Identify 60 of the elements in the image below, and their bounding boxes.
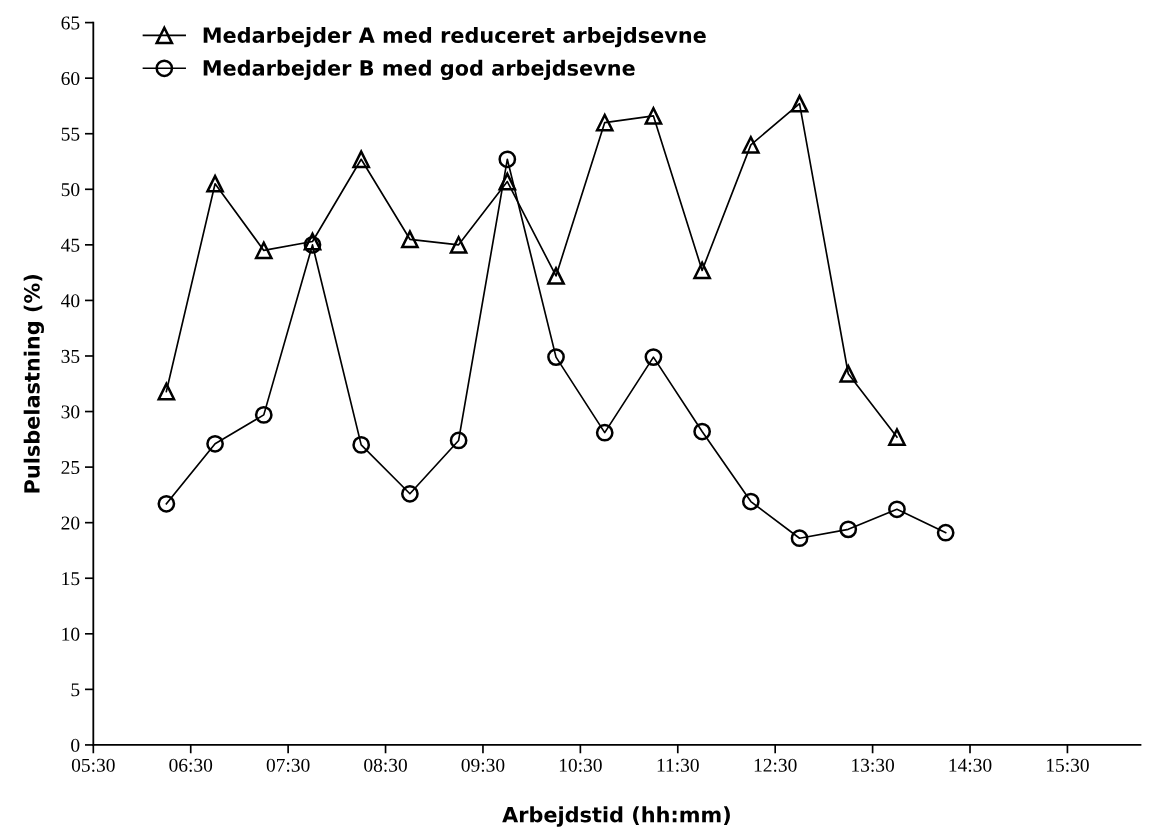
legend-label: Medarbejder B med god arbejdsevne — [203, 59, 635, 81]
point — [936, 523, 955, 542]
y-tick-label: 25 — [61, 460, 80, 475]
y-axis-title: Pulsbelastning (%) — [23, 274, 45, 493]
y-tick-label: 45 — [61, 238, 80, 252]
point — [644, 107, 663, 125]
point — [790, 94, 809, 113]
y-tick-label: 10 — [62, 627, 80, 641]
y-tick-label: 30 — [61, 405, 80, 419]
point — [401, 484, 419, 503]
point — [595, 113, 614, 132]
point — [839, 364, 858, 383]
point — [254, 405, 273, 424]
legend-label: Medarbejder A med reduceret arbejdsevne — [203, 26, 706, 48]
y-tick-label: 40 — [61, 294, 80, 308]
point — [644, 348, 663, 366]
x-tick-label: 06:30 — [169, 758, 213, 772]
y-tick-label: 5 — [71, 683, 80, 697]
point — [401, 230, 419, 249]
point — [547, 267, 565, 285]
point — [206, 174, 224, 193]
x-axis-title: Arbejdstid (hh:mm) — [502, 806, 730, 827]
x-tick-label: 14:30 — [949, 758, 992, 772]
y-tick-label: 20 — [61, 516, 80, 530]
x-tick-label: 11:30 — [657, 758, 699, 772]
x-tick-label: 09:30 — [461, 758, 505, 772]
y-tick-label: 15 — [62, 572, 80, 586]
point — [595, 423, 614, 442]
point — [693, 422, 712, 441]
y-tick-label: 55 — [61, 127, 80, 141]
y-tick-label: 65 — [61, 16, 80, 30]
point — [839, 520, 858, 539]
y-tick-label: 0 — [71, 738, 80, 752]
point — [790, 529, 809, 548]
x-tick-label: 07:30 — [266, 758, 310, 772]
point — [449, 235, 468, 254]
point — [888, 500, 906, 519]
point — [741, 135, 760, 154]
x-tick-label: 05:30 — [71, 758, 115, 772]
point — [157, 382, 176, 401]
point — [449, 431, 468, 450]
x-tick-label: 10:30 — [559, 758, 602, 772]
x-tick-label: 15:30 — [1046, 758, 1089, 772]
point — [352, 150, 371, 169]
point — [741, 492, 760, 511]
x-tick-label: 13:30 — [852, 758, 894, 772]
x-tick-label: 08:30 — [364, 758, 407, 772]
point — [157, 494, 176, 513]
point — [498, 172, 517, 191]
point — [254, 241, 273, 260]
y-tick-label: 35 — [61, 349, 80, 363]
y-tick-label: 60 — [61, 71, 80, 86]
point — [498, 150, 517, 169]
x-tick-label: 12:30 — [754, 758, 797, 772]
point — [206, 434, 224, 453]
point — [547, 348, 565, 366]
point — [693, 261, 712, 280]
y-tick-label: 50 — [61, 183, 80, 197]
point — [888, 428, 906, 446]
point — [352, 436, 371, 454]
